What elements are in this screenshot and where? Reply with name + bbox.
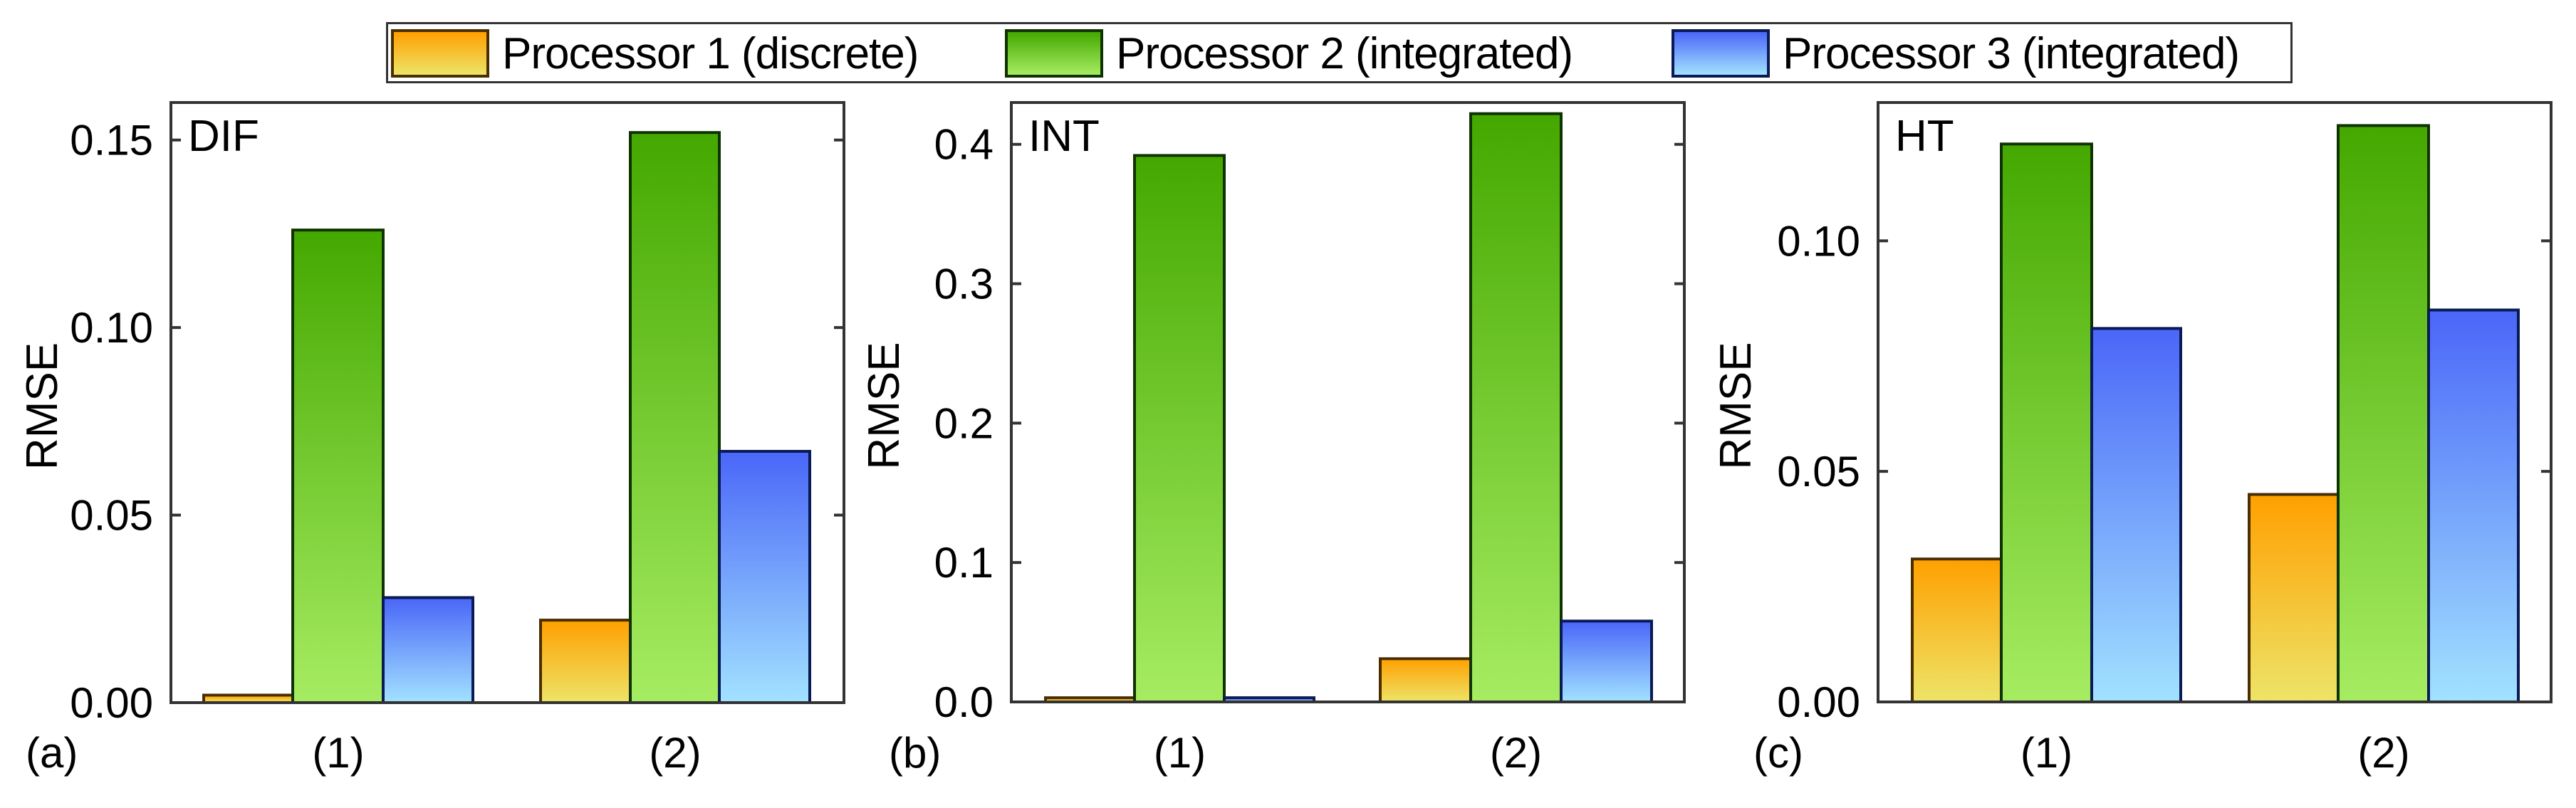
bar-ht-cat2-processor-1: [2248, 493, 2340, 703]
y-tick-label: 0.1: [934, 539, 994, 587]
legend-swatch-processor-1: [391, 29, 489, 78]
bar-dif-cat2-processor-2: [629, 131, 721, 704]
panel-title: INT: [1028, 112, 1100, 161]
y-axis-label: RMSE: [1711, 342, 1761, 469]
bar-dif-cat1-processor-2: [291, 229, 385, 704]
y-axis-label: RMSE: [860, 342, 909, 469]
x-tick-label: (1): [2020, 729, 2072, 777]
bar-int-cat2-processor-2: [1469, 112, 1563, 704]
legend-label: Processor 1 (discrete): [502, 28, 919, 78]
plot-frame: [1010, 101, 1686, 703]
bar-ht-cat1-processor-1: [1911, 557, 2003, 704]
x-tick-label: (1): [312, 729, 364, 777]
bar-dif-cat1-processor-3: [382, 596, 474, 704]
y-tick-label: 0.10: [1777, 217, 1860, 265]
panel-label: (a): [26, 729, 78, 777]
bar-dif-cat2-processor-1: [539, 619, 632, 705]
bar-ht-cat2-processor-3: [2427, 308, 2520, 703]
plot-frame: [170, 101, 845, 704]
y-tick-label: 0.15: [70, 117, 153, 164]
y-tick-label: 0.05: [1777, 448, 1860, 495]
legend-item-processor-1: Processor 1 (discrete): [391, 28, 919, 78]
panel-title: DIF: [188, 112, 259, 161]
y-tick-label: 0.0: [934, 678, 994, 726]
legend-item-processor-2: Processor 2 (integrated): [1005, 28, 1573, 78]
bar-ht-cat1-processor-3: [2090, 327, 2182, 704]
y-tick-label: 0.10: [70, 304, 153, 352]
x-tick-label: (1): [1154, 729, 1206, 777]
y-tick-label: 0.00: [70, 679, 153, 727]
bar-ht-cat1-processor-2: [2000, 142, 2093, 704]
y-axis-label: RMSE: [18, 342, 67, 470]
legend: Processor 1 (discrete) Processor 2 (inte…: [386, 22, 2293, 83]
y-tick-label: 0.3: [934, 261, 994, 308]
panel-a-dif: (1) (2) 0.00 0.05 0.10 0.15 RMSE DIF (a): [18, 101, 845, 777]
bar-int-cat2-processor-3: [1560, 619, 1653, 704]
x-tick-label: (2): [1490, 729, 1542, 777]
bar-int-cat1-processor-2: [1133, 154, 1226, 703]
legend-swatch-processor-3: [1672, 29, 1770, 78]
legend-item-processor-3: Processor 3 (integrated): [1672, 28, 2240, 78]
x-tick-label: (2): [2357, 729, 2409, 777]
y-tick-label: 0.2: [934, 399, 994, 447]
y-tick-label: 0.00: [1777, 678, 1860, 726]
bar-dif-cat2-processor-3: [718, 449, 811, 705]
legend-label: Processor 2 (integrated): [1116, 28, 1573, 78]
y-tick-label: 0.05: [70, 492, 153, 540]
bar-int-cat2-processor-1: [1379, 657, 1472, 703]
bar-ht-cat2-processor-2: [2337, 124, 2430, 703]
panel-label: (c): [1753, 729, 1803, 777]
y-tick-label: 0.4: [934, 121, 994, 169]
plot-frame: [1877, 101, 2552, 703]
legend-swatch-processor-2: [1005, 29, 1103, 78]
panel-label: (b): [889, 729, 941, 777]
panel-b-int: (1) (2) 0.0 0.1 0.2 0.3 0.4 RMSE INT (b): [860, 101, 1686, 777]
legend-label: Processor 3 (integrated): [1783, 28, 2240, 78]
x-tick-label: (2): [649, 729, 701, 777]
panel-c-ht: (1) (2) 0.00 0.05 0.10 RMSE HT (c): [1711, 101, 2552, 777]
panel-title: HT: [1895, 112, 1954, 161]
